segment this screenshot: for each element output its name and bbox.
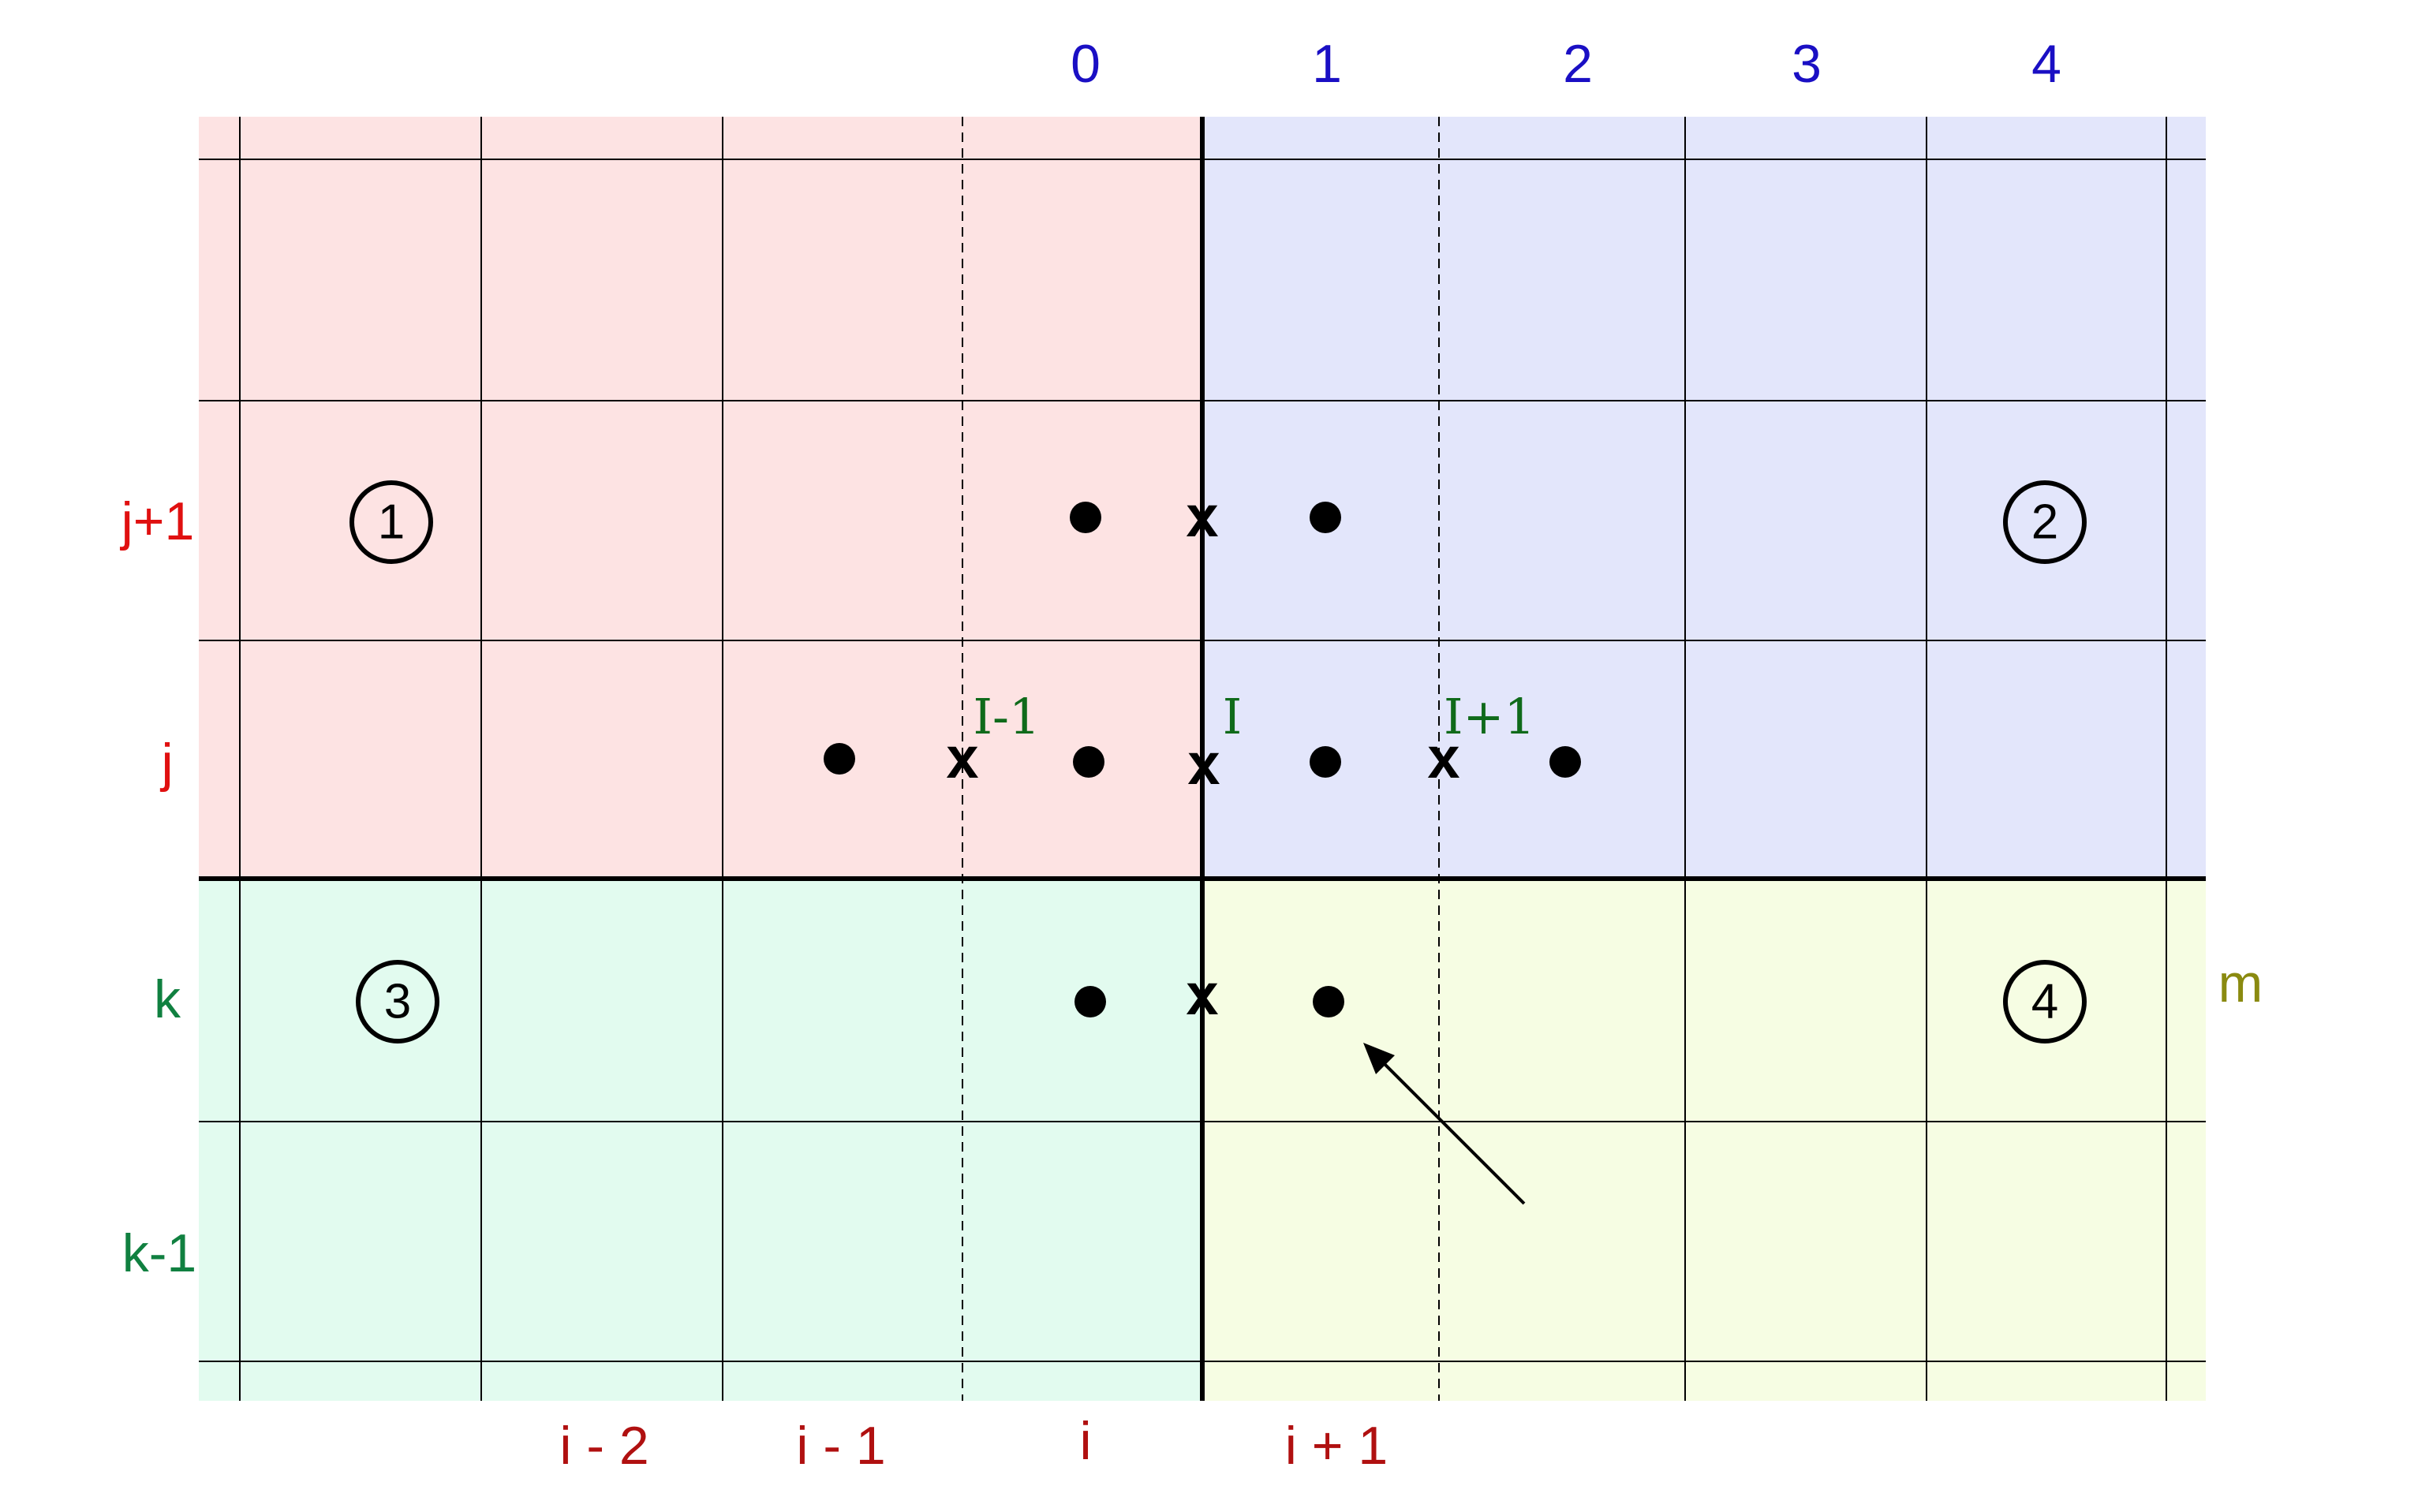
region-marker-1-text: 1 bbox=[378, 495, 405, 550]
region-marker-3: 3 bbox=[356, 960, 439, 1043]
region-marker-3-text: 3 bbox=[384, 975, 411, 1029]
region-marker-1: 1 bbox=[349, 480, 433, 564]
interface-label-i-minus-1: I-1 bbox=[974, 688, 1041, 745]
cross-marker: x bbox=[1427, 725, 1459, 790]
interface-label-i: I bbox=[1223, 688, 1243, 745]
region-marker-2-text: 2 bbox=[2031, 495, 2058, 550]
interface-crosses: x x x x x bbox=[946, 483, 1459, 1027]
bottom-label-i: i bbox=[1079, 1411, 1091, 1471]
pointer-arrow bbox=[1363, 1043, 1526, 1205]
column-label-2: 2 bbox=[1563, 34, 1593, 94]
bottom-label-i-minus-1: i - 1 bbox=[796, 1416, 885, 1476]
block-boundaries bbox=[199, 117, 2206, 1401]
region-4-background bbox=[1202, 879, 2206, 1401]
cross-marker: x bbox=[1187, 731, 1220, 797]
interface-labels: I-1 I I+1 bbox=[974, 688, 1535, 745]
region-marker-4: 4 bbox=[2003, 960, 2087, 1043]
region-marker-4-text: 4 bbox=[2031, 975, 2058, 1029]
row-label-j: j bbox=[159, 733, 173, 793]
column-label-1: 1 bbox=[1312, 34, 1342, 94]
region-1-background bbox=[199, 117, 1202, 879]
row-label-j-plus-1: j+1 bbox=[120, 491, 195, 551]
bottom-label-i-minus-2: i - 2 bbox=[559, 1416, 648, 1476]
dot-marker bbox=[824, 743, 855, 775]
top-column-labels: 0 1 2 3 4 bbox=[1071, 34, 2061, 94]
column-label-3: 3 bbox=[1792, 34, 1822, 94]
region-2-background bbox=[1202, 117, 2206, 879]
region-3-background bbox=[199, 879, 1202, 1401]
dot-marker bbox=[1074, 986, 1106, 1017]
side-label-m: m bbox=[2218, 954, 2263, 1014]
cross-marker: x bbox=[1186, 961, 1218, 1027]
bottom-index-labels: i - 2 i - 1 i i + 1 bbox=[559, 1411, 1388, 1476]
row-label-k: k bbox=[154, 969, 181, 1029]
cross-marker: x bbox=[1186, 483, 1218, 549]
cell-center-dots bbox=[824, 502, 1581, 1017]
left-row-labels: j+1 j k k-1 bbox=[120, 491, 197, 1283]
bottom-label-i-plus-1: i + 1 bbox=[1285, 1416, 1388, 1476]
region-marker-2: 2 bbox=[2003, 480, 2087, 564]
column-label-0: 0 bbox=[1071, 34, 1101, 94]
dot-marker bbox=[1310, 746, 1341, 778]
interface-label-i-plus-1: I+1 bbox=[1444, 688, 1535, 745]
arrow-head-icon bbox=[1363, 1043, 1395, 1074]
row-label-k-minus-1: k-1 bbox=[122, 1223, 196, 1283]
dot-marker bbox=[1070, 502, 1101, 533]
dot-marker bbox=[1313, 986, 1344, 1017]
column-label-4: 4 bbox=[2031, 34, 2061, 94]
cross-marker: x bbox=[946, 725, 978, 790]
dot-marker bbox=[1310, 502, 1341, 533]
dot-marker bbox=[1549, 746, 1581, 778]
region-markers: 1 2 3 4 bbox=[349, 480, 2087, 1043]
dot-marker bbox=[1073, 746, 1104, 778]
dashed-lines bbox=[962, 117, 1440, 1401]
